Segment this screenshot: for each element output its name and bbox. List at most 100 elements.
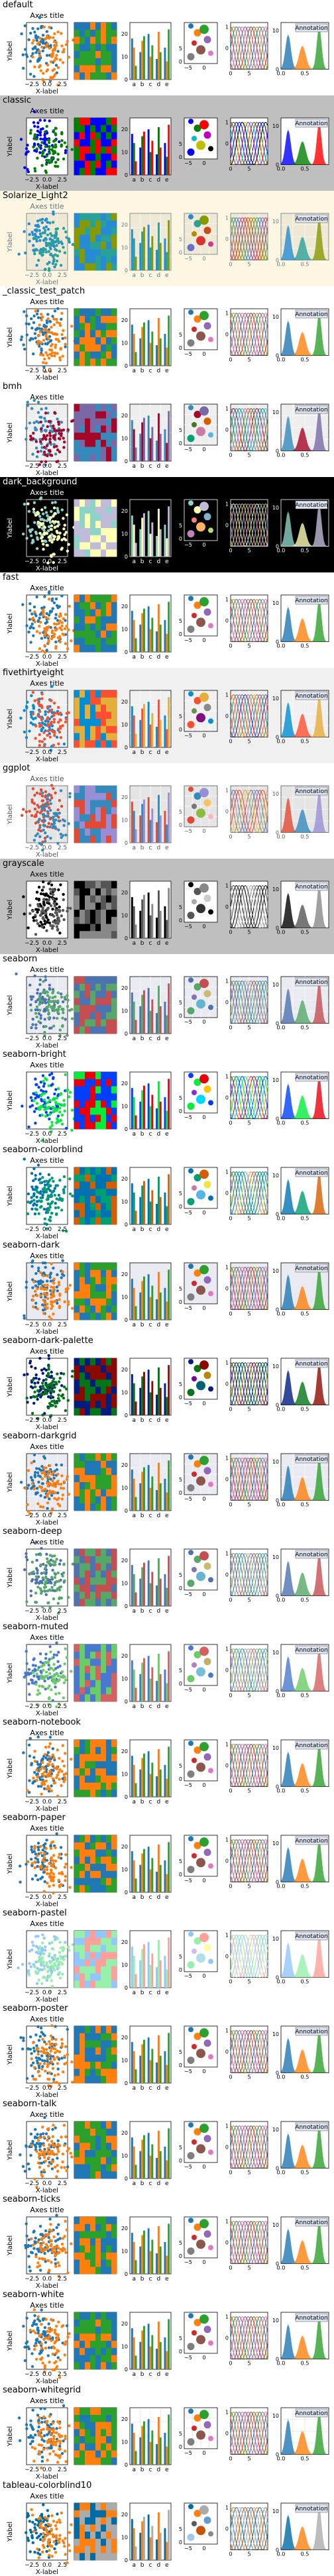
heatmap-cell [85, 337, 91, 345]
heatmap-cell [101, 725, 107, 733]
heatmap-cell [85, 263, 91, 271]
scatter-point [55, 54, 58, 57]
tick-label: −2.5 [25, 272, 39, 279]
heatmap-cell [101, 220, 107, 228]
heatmap-cell [74, 1305, 80, 1313]
heatmap-cell [101, 712, 107, 720]
scatter-point [50, 1585, 54, 1589]
scatter-point [30, 1185, 34, 1189]
heatmap-cell [101, 1072, 107, 1080]
scatter-point [56, 1114, 60, 1118]
scatter-point [44, 44, 48, 48]
tick-label: −2.5 [25, 1322, 39, 1328]
scatter-point [46, 794, 50, 798]
scatter-point [53, 354, 56, 358]
tick-label: 10 [121, 722, 128, 728]
scatter-point [34, 1575, 38, 1578]
tick-label: 0 [179, 1108, 182, 1114]
sine-line [230, 407, 268, 452]
scatter-point [54, 908, 58, 912]
heatmap-cell [95, 1107, 101, 1115]
bar [139, 1006, 142, 1034]
tick-label: 0 [179, 1204, 182, 1210]
scatter-point [34, 51, 38, 54]
scatter-point [48, 1481, 52, 1485]
sine-line [230, 312, 268, 356]
scatter-point [42, 606, 46, 609]
sine-line [230, 1552, 268, 1597]
tick-label: 20 [121, 794, 128, 800]
scatter-point [38, 1181, 42, 1185]
tick-label: 10 [121, 627, 128, 633]
area-peak [281, 1465, 329, 1501]
heatmap-cell [85, 506, 91, 514]
sine-line [230, 1076, 268, 1120]
heatmap-cell [101, 542, 107, 550]
scatter-point [47, 1664, 50, 1667]
scatter-point [48, 1178, 52, 1182]
heatmap-cell [85, 1556, 91, 1564]
heatmap-cell [74, 1584, 80, 1592]
heatmap-cell [106, 51, 112, 59]
scatter-point [36, 1269, 40, 1273]
scatter-point [46, 718, 49, 721]
x-axis-label: X-label [36, 661, 58, 668]
tick-label: 5 [179, 523, 182, 529]
heatmap-cell [106, 146, 112, 154]
scatter-point [36, 810, 39, 814]
scatter-point [64, 1073, 68, 1077]
bar [158, 1081, 160, 1129]
scatter-point [46, 1274, 49, 1277]
annotation-box [295, 882, 328, 891]
tick-label: d [157, 368, 161, 374]
scatter-point [36, 820, 40, 824]
heatmap-cell [85, 1358, 91, 1366]
tick-label: −2.5 [25, 845, 39, 851]
scatter-point [51, 888, 54, 891]
heatmap-cell [85, 690, 91, 698]
scatter-point [30, 998, 33, 1001]
tick-label: d [157, 749, 161, 756]
scatter-point [40, 313, 43, 316]
bar [143, 322, 145, 366]
scatter-point [48, 152, 52, 155]
tick-label: b [140, 654, 144, 661]
area-peak [281, 1095, 329, 1119]
tick-label: −5 [184, 1401, 192, 1407]
scatter-point [44, 1265, 47, 1269]
scatter-point [23, 1157, 26, 1161]
heatmap-cell [74, 828, 80, 836]
heatmap-cell [74, 924, 80, 932]
circle-marker [187, 816, 195, 824]
sine-line [230, 694, 268, 738]
scatter-point [58, 429, 61, 432]
scatter-point [41, 1413, 44, 1417]
heatmap-cell [90, 1556, 96, 1564]
scatter-point [36, 1307, 39, 1311]
tick-label: −5 [184, 65, 192, 71]
heatmap-cell [95, 1584, 101, 1592]
heatmap-cell [111, 616, 117, 624]
heatmap-cell [74, 160, 80, 168]
scatter-point [48, 26, 51, 29]
scatter-point [48, 1605, 52, 1609]
scatter-point [54, 160, 58, 164]
scatter-point [33, 1381, 36, 1385]
heatmap-cell [95, 807, 101, 815]
heatmap-cell [101, 1401, 107, 1409]
heatmap-cell [74, 309, 80, 317]
heatmap-cell [106, 602, 112, 610]
scatter-point [38, 818, 41, 821]
bar [133, 1192, 135, 1224]
y-axis-label: Ylabel [7, 804, 14, 825]
tick-label: 0 [202, 160, 205, 166]
axes-title: Axes title [30, 1252, 64, 1260]
heatmap-cell [101, 1570, 107, 1578]
tick-label: 0 [225, 808, 229, 814]
scatter-point [45, 1078, 48, 1081]
scatter-point [57, 712, 60, 716]
bar [149, 56, 152, 80]
scatter-point [46, 317, 50, 321]
area-peak [281, 618, 329, 642]
scatter-point [41, 1193, 44, 1197]
